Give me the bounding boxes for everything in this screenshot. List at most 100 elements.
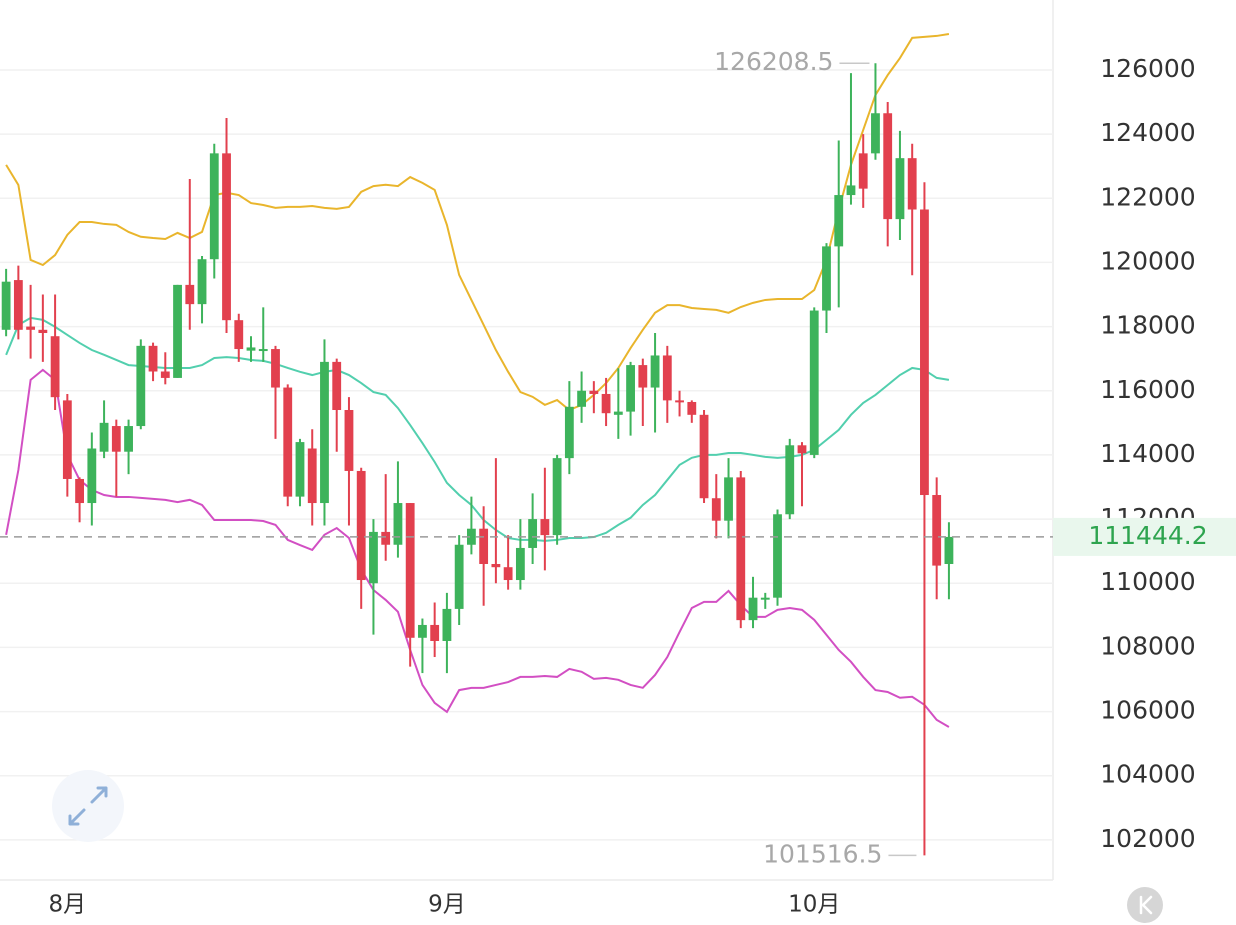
- candle-body: [344, 410, 354, 471]
- x-tick-label: 10月: [788, 892, 840, 918]
- candle-body: [356, 470, 366, 581]
- candle-body: [320, 361, 329, 504]
- candle-body: [895, 158, 905, 220]
- candle-body: [381, 531, 391, 545]
- candle-body: [332, 361, 342, 411]
- candle-body: [589, 390, 599, 394]
- candle-body: [724, 477, 733, 521]
- y-tick-label: 122000: [1100, 182, 1195, 211]
- candle-body: [613, 411, 623, 415]
- candle-body: [283, 387, 293, 497]
- candle-body: [515, 547, 525, 581]
- candle-body: [834, 195, 844, 247]
- candle-body: [38, 329, 48, 334]
- expand-button-bg: [52, 770, 124, 842]
- y-tick-label: 102000: [1100, 824, 1195, 853]
- candle-body: [797, 445, 807, 454]
- y-tick-label: 124000: [1100, 118, 1195, 147]
- candle-body: [564, 406, 574, 459]
- candle-body: [711, 498, 721, 521]
- candle-body: [920, 209, 929, 496]
- candle-body: [405, 503, 415, 638]
- candle-body: [222, 153, 231, 321]
- candle-body: [307, 448, 317, 504]
- candle-body: [234, 320, 244, 350]
- x-tick-label: 8月: [49, 892, 87, 918]
- candle-body: [858, 153, 868, 189]
- candle-body: [748, 597, 758, 621]
- candle-body: [822, 246, 831, 311]
- collapse-button[interactable]: [1127, 887, 1163, 923]
- candle-body: [295, 442, 305, 497]
- candle-body: [932, 495, 942, 566]
- candle-body: [809, 310, 819, 455]
- candle-body: [26, 326, 36, 330]
- candle-body: [87, 448, 97, 504]
- band-upper: [5, 33, 950, 412]
- candle-body: [185, 284, 195, 305]
- collapse-button-bg: [1127, 887, 1163, 923]
- collapse-icon: [1139, 895, 1153, 915]
- y-tick-label: 106000: [1100, 696, 1195, 725]
- candle-body: [454, 544, 464, 609]
- candle-body: [601, 393, 611, 414]
- candle-body: [540, 519, 550, 536]
- candle-body: [173, 284, 182, 378]
- candle-body: [907, 158, 917, 210]
- candle-body: [736, 477, 746, 621]
- candle-body: [577, 390, 587, 407]
- candle-body: [846, 185, 856, 196]
- candle-body: [760, 597, 770, 600]
- candle-body: [148, 345, 158, 372]
- candle-body: [528, 519, 538, 548]
- y-tick-label: 110000: [1100, 567, 1195, 596]
- band-lower: [5, 368, 950, 728]
- candle-body: [662, 355, 672, 401]
- candle-body: [209, 153, 219, 260]
- candle-body: [479, 528, 489, 564]
- y-tick-label: 120000: [1100, 246, 1195, 275]
- candle-body: [369, 531, 378, 584]
- candle-body: [552, 458, 562, 536]
- candle-body: [393, 503, 403, 545]
- candle-body: [944, 536, 954, 564]
- candle-body: [124, 426, 133, 452]
- candle-body: [503, 567, 513, 581]
- y-tick-label: 108000: [1100, 631, 1195, 660]
- y-tick-label: 114000: [1100, 439, 1195, 468]
- candle-body: [883, 113, 893, 220]
- candle-body: [466, 528, 476, 545]
- candle-body: [62, 400, 72, 479]
- candles-layer: [1, 63, 954, 856]
- y-tick-label: 126000: [1100, 54, 1195, 83]
- candle-body: [626, 365, 635, 412]
- candle-body: [650, 355, 660, 388]
- candle-body: [687, 401, 697, 415]
- candle-body: [675, 400, 684, 403]
- candle-body: [136, 345, 146, 427]
- candle-body: [430, 624, 440, 641]
- candle-body: [111, 426, 121, 452]
- expand-icon: [68, 786, 108, 826]
- candle-body: [75, 478, 84, 504]
- candle-body: [699, 414, 709, 499]
- expand-button[interactable]: [52, 770, 124, 842]
- candle-body: [246, 347, 256, 351]
- high-label: 126208.5: [714, 47, 833, 76]
- candle-body: [638, 365, 648, 388]
- x-tick-label: 9月: [428, 892, 466, 918]
- current-price-label: 111444.2: [1088, 521, 1207, 550]
- candle-body: [418, 624, 427, 638]
- y-tick-label: 116000: [1100, 375, 1195, 404]
- candle-body: [773, 514, 782, 598]
- candle-body: [442, 608, 452, 641]
- candle-body: [871, 113, 880, 154]
- candle-body: [160, 371, 170, 378]
- low-label: 101516.5: [763, 839, 882, 868]
- y-tick-label: 118000: [1100, 311, 1195, 340]
- candle-body: [258, 349, 268, 352]
- labels-layer: 1020001040001060001080001100001120001140…: [0, 47, 1236, 918]
- current-price-box: [1053, 517, 1236, 556]
